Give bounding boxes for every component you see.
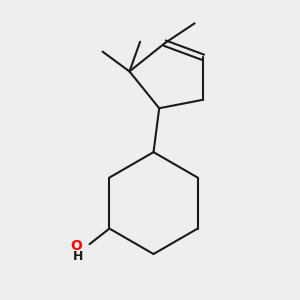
- Text: O: O: [70, 239, 83, 253]
- Text: H: H: [73, 250, 83, 263]
